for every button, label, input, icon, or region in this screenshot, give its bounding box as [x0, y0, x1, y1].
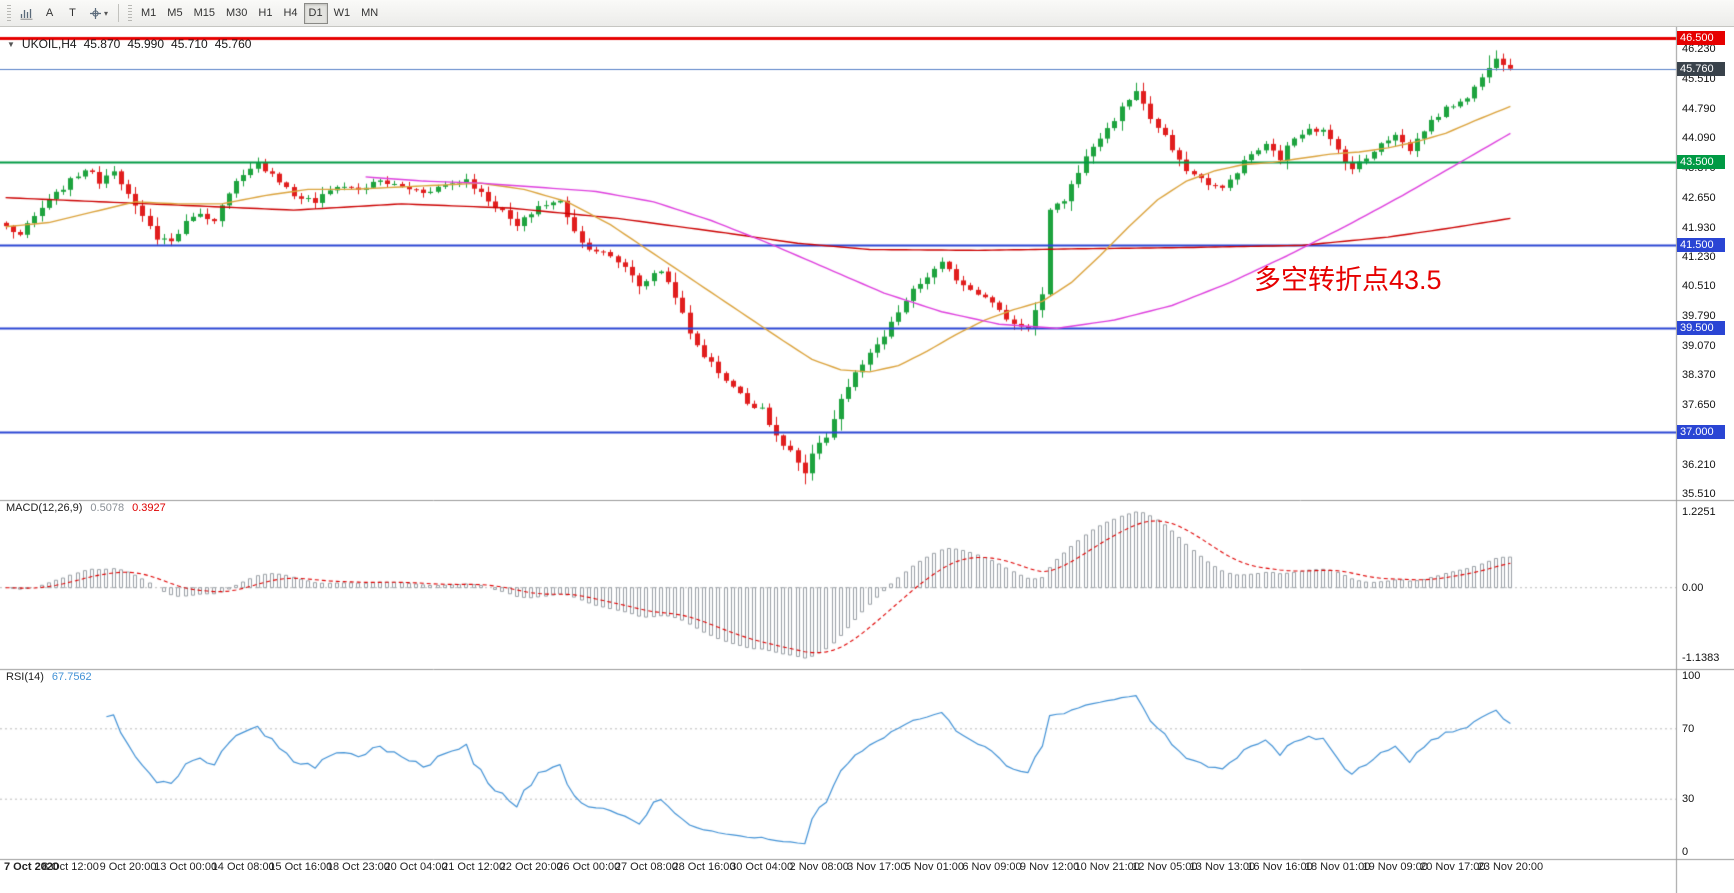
bar-chart-button[interactable] — [15, 3, 38, 24]
toolbar: A T ▾ M1 M5 M15 M30 H1 H4 D1 W1 MN — [0, 0, 1734, 27]
bar-chart-icon — [20, 8, 33, 20]
timeframe-button-w1[interactable]: W1 — [329, 3, 356, 24]
timeframe-button-mn[interactable]: MN — [356, 3, 383, 24]
text-tool-button[interactable]: T — [61, 3, 84, 24]
timeframe-button-m5[interactable]: M5 — [162, 3, 187, 24]
timeframe-button-h1[interactable]: H1 — [253, 3, 277, 24]
text-tool-label: T — [69, 7, 76, 19]
timeframe-button-m1[interactable]: M1 — [136, 3, 161, 24]
timeframe-toolbar: M1 M5 M15 M30 H1 H4 D1 W1 MN — [136, 2, 383, 24]
chevron-down-icon: ▾ — [104, 8, 109, 18]
crosshair-icon — [90, 7, 101, 19]
cursor-tool-button[interactable]: A — [38, 3, 61, 24]
quick-trade-icon[interactable]: ▼ — [7, 39, 15, 49]
toolbar-grip-2[interactable] — [128, 5, 133, 21]
toolbar-separator — [118, 4, 120, 22]
timeframe-button-h4[interactable]: H4 — [278, 3, 302, 24]
timeframe-button-m15[interactable]: M15 — [189, 3, 220, 24]
timeframe-button-d1[interactable]: D1 — [303, 2, 328, 24]
crosshair-tool-button[interactable]: ▾ — [84, 3, 113, 24]
cursor-tool-label: A — [45, 7, 54, 19]
timeframe-button-m30[interactable]: M30 — [221, 3, 252, 24]
toolbar-grip[interactable] — [7, 5, 11, 21]
chart-canvas[interactable] — [0, 27, 1734, 893]
